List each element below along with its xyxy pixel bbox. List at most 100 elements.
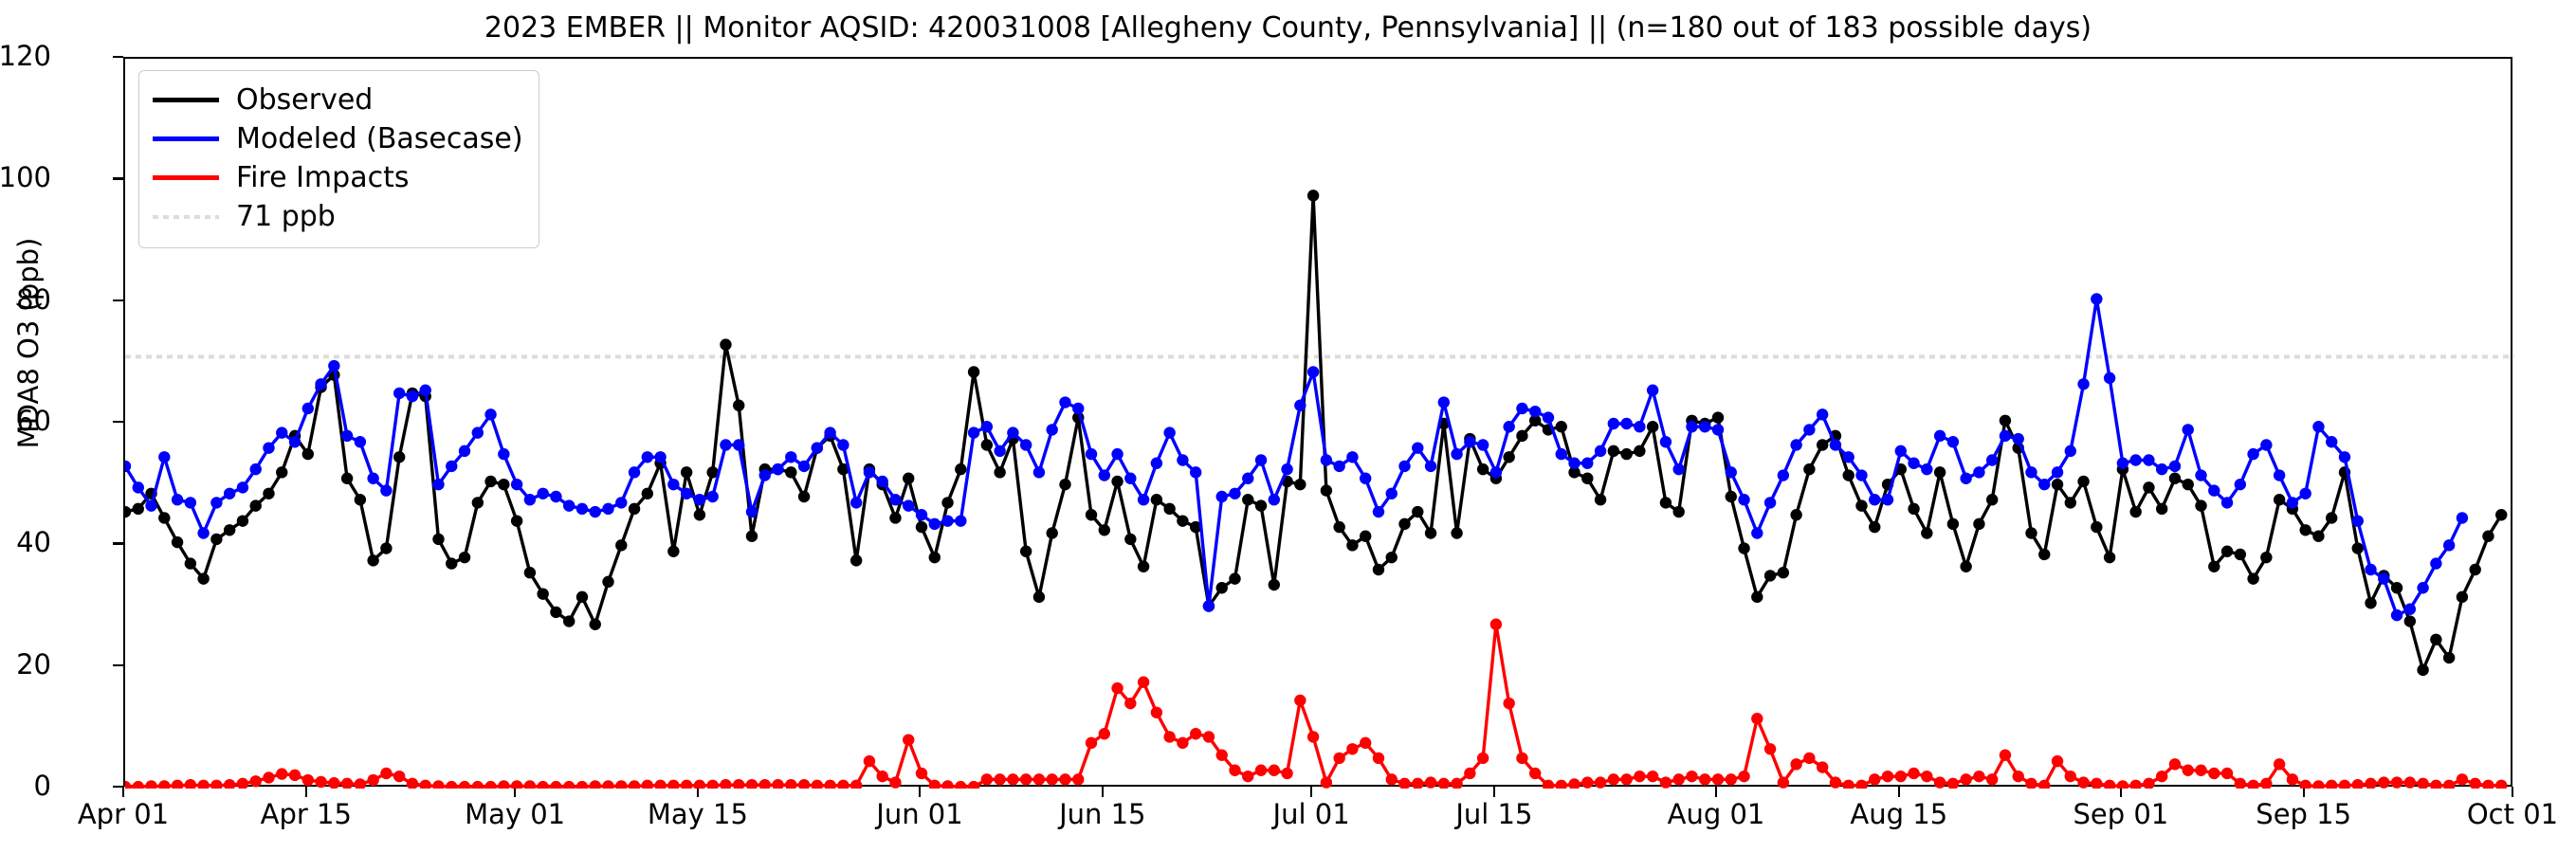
data-point [2390, 608, 2403, 622]
data-point [1333, 520, 1345, 534]
data-point [1894, 770, 1907, 783]
data-point [1254, 764, 1268, 776]
data-point [1360, 472, 1372, 484]
data-point [249, 463, 262, 476]
data-point [2469, 563, 2481, 576]
data-point [1059, 478, 1071, 491]
data-point [1412, 777, 1424, 789]
data-point [1973, 466, 1985, 479]
data-point [1933, 466, 1946, 479]
data-point [1933, 429, 1946, 443]
data-point [2195, 499, 2207, 512]
data-point [393, 451, 406, 463]
data-point [2417, 777, 2429, 789]
data-point [772, 463, 784, 476]
data-point [1085, 509, 1098, 521]
data-point [1908, 457, 1920, 469]
data-point [2247, 447, 2259, 461]
data-point [1372, 505, 1385, 518]
y-tick-mark [113, 177, 123, 180]
data-point [994, 773, 1006, 786]
data-point [2286, 773, 2299, 786]
data-point [1581, 457, 1594, 469]
data-point [928, 779, 941, 789]
data-point [340, 472, 354, 484]
data-point [1973, 517, 1985, 531]
data-point [2469, 777, 2481, 789]
data-point [301, 402, 314, 415]
legend-item[interactable]: Observed [153, 81, 523, 119]
data-point [1738, 494, 1750, 506]
data-point [2456, 590, 2469, 604]
data-point [406, 777, 419, 789]
data-point [1437, 396, 1451, 408]
data-point [1007, 426, 1019, 439]
legend-item[interactable]: 71 ppb [153, 197, 523, 236]
data-point [1725, 773, 1737, 786]
data-point [1881, 770, 1894, 783]
data-point [2286, 497, 2299, 509]
data-point [1803, 463, 1816, 476]
data-point [1189, 728, 1202, 740]
data-point [1529, 414, 1542, 426]
y-tick-label: 100 [0, 161, 51, 194]
data-point [2273, 469, 2286, 481]
data-point [1215, 582, 1228, 594]
data-point [602, 780, 614, 789]
data-point [1503, 451, 1515, 463]
series-line [125, 623, 2503, 789]
y-tick-label: 40 [16, 526, 51, 559]
data-point [471, 497, 484, 509]
data-point [2091, 520, 2103, 534]
data-point [2129, 779, 2142, 789]
data-point [811, 779, 824, 789]
data-point [641, 451, 654, 463]
data-point [1842, 469, 1854, 481]
data-point [1346, 539, 1359, 552]
data-point [720, 439, 732, 451]
data-point [1229, 572, 1241, 585]
data-point [432, 780, 445, 789]
legend-item[interactable]: Fire Impacts [153, 158, 523, 197]
data-point [1072, 773, 1085, 786]
data-point [797, 778, 811, 789]
data-point [2378, 776, 2390, 789]
data-point [1098, 469, 1110, 481]
data-point [2234, 478, 2247, 491]
legend-item[interactable]: Modeled (Basecase) [153, 119, 523, 158]
data-point [328, 359, 340, 372]
data-point [575, 780, 589, 789]
data-point [1659, 497, 1672, 509]
data-point [1869, 773, 1881, 786]
data-point [693, 779, 706, 789]
data-point [1881, 494, 1894, 506]
data-point [615, 780, 628, 789]
data-point [1751, 713, 1763, 725]
data-point [2012, 770, 2024, 783]
data-point [2064, 445, 2076, 458]
data-point [941, 497, 954, 509]
data-point [367, 773, 379, 787]
data-point [1960, 560, 1972, 572]
data-point [1320, 484, 1333, 497]
data-point [1306, 366, 1320, 378]
data-point [1960, 472, 1972, 484]
data-point [446, 460, 458, 473]
data-point [693, 494, 706, 506]
data-point [301, 447, 314, 461]
data-point [471, 426, 484, 439]
data-point [1306, 190, 1320, 202]
data-point [1424, 776, 1437, 789]
data-point [1072, 402, 1085, 415]
data-point [197, 779, 210, 789]
data-point [510, 478, 523, 491]
data-point [1790, 439, 1802, 451]
data-point [1032, 773, 1046, 786]
data-point [2129, 454, 2142, 466]
data-point [537, 487, 549, 499]
data-point [498, 780, 510, 789]
data-point [680, 779, 693, 789]
data-point [706, 779, 719, 789]
data-point [1464, 436, 1476, 448]
data-point [184, 778, 197, 789]
